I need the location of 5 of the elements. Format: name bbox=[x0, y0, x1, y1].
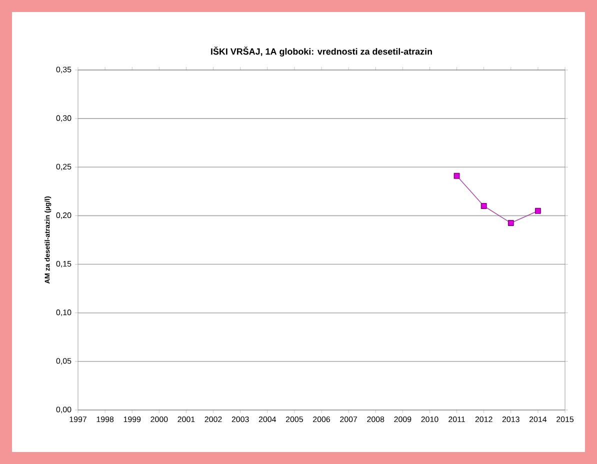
point bbox=[534, 208, 541, 214]
point bbox=[508, 220, 514, 226]
point bbox=[480, 202, 487, 209]
point bbox=[454, 172, 460, 179]
chart-title: IŠKI VRŠAJ, 1A globoki: vrednosti za desetil-atrazin bbox=[211, 46, 432, 57]
